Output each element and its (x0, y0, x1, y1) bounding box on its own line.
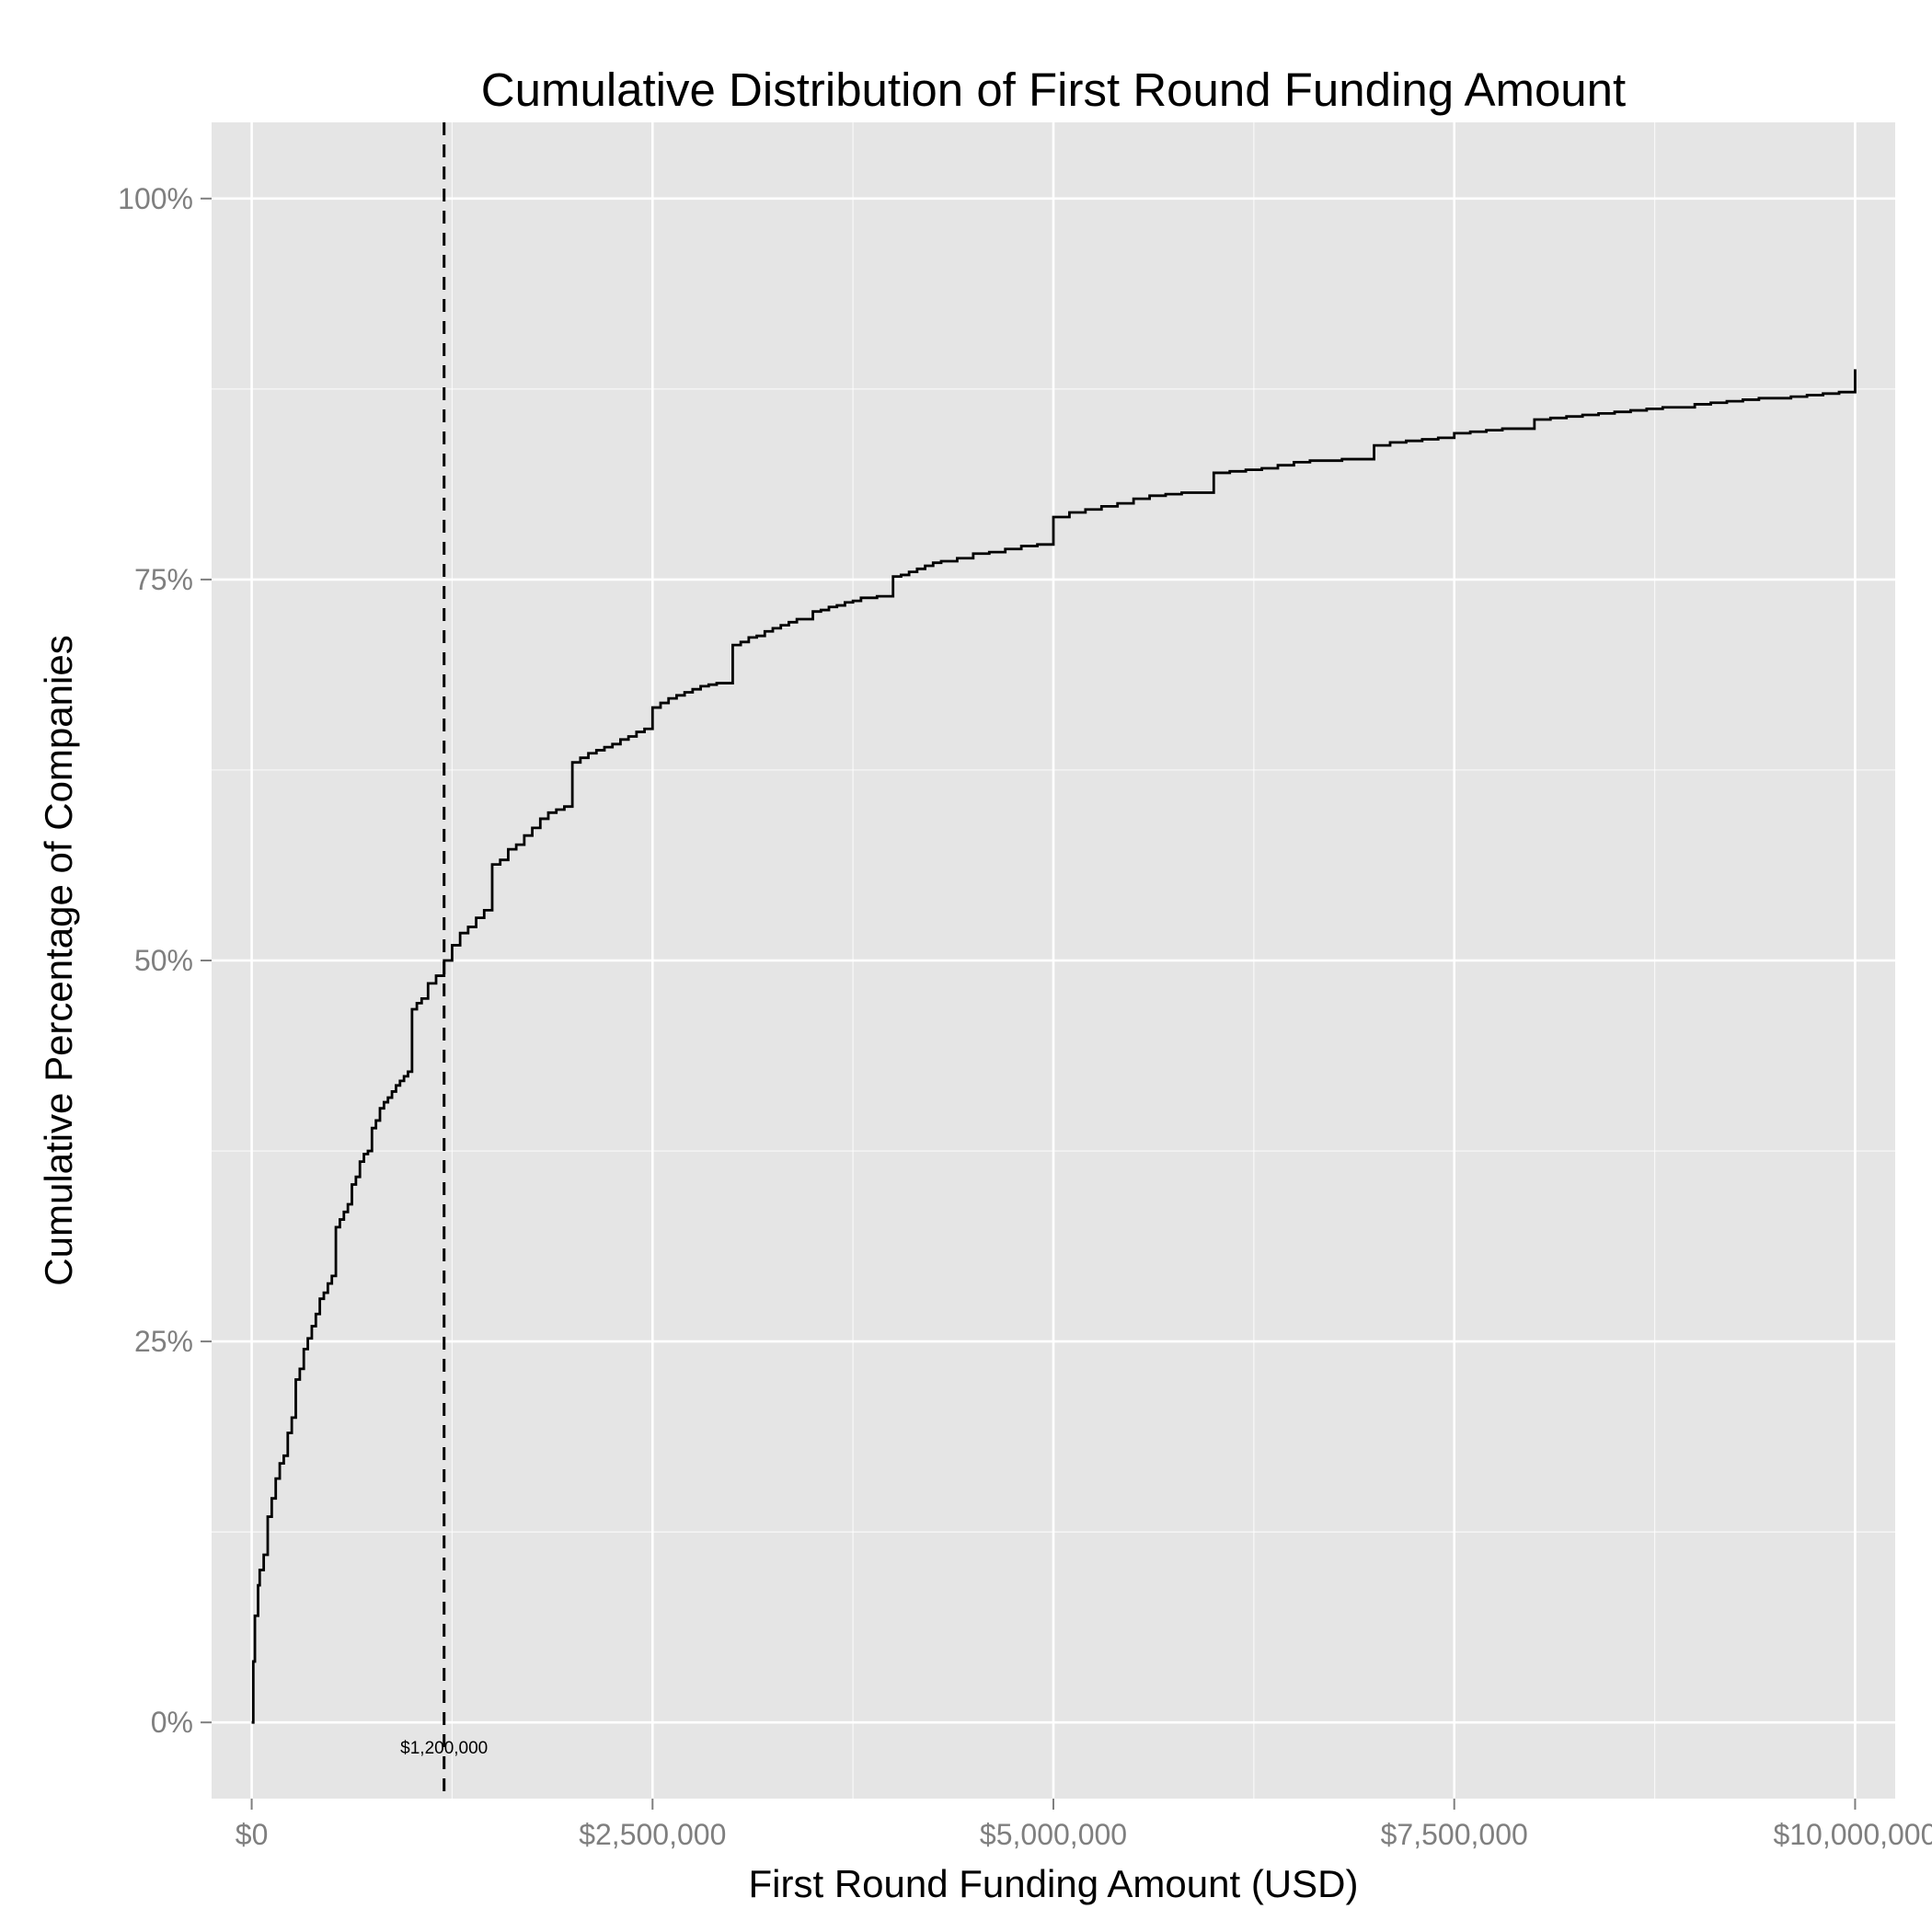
y-tick-label: 75% (134, 563, 193, 596)
y-axis-ticks: 0% 25% 50% 75% 100% (118, 182, 212, 1739)
y-axis-title: Cumulative Percentage of Companies (37, 635, 80, 1285)
y-tick-label: 25% (134, 1325, 193, 1358)
major-grid (212, 122, 1895, 1799)
x-axis-ticks: $0 $2,500,000 $5,000,000 $7,500,000 $10,000,… (236, 1799, 1932, 1851)
y-tick-label: 100% (118, 182, 193, 215)
x-tick-label: $2,500,000 (579, 1818, 726, 1851)
x-tick-label: $0 (236, 1818, 269, 1851)
reference-line-label: $1,200,000 (400, 1739, 488, 1758)
x-axis-title: First Round Funding Amount (USD) (749, 1862, 1359, 1905)
cdf-line (251, 369, 1857, 1724)
x-tick-label: $10,000,000 (1773, 1818, 1932, 1851)
y-tick-label: 0% (151, 1706, 193, 1739)
series-layer (251, 369, 1857, 1724)
y-tick-label: 50% (134, 944, 193, 977)
x-tick-label: $5,000,000 (980, 1818, 1127, 1851)
chart-title: Cumulative Distribution of First Round F… (481, 63, 1626, 116)
x-tick-label: $7,500,000 (1381, 1818, 1528, 1851)
